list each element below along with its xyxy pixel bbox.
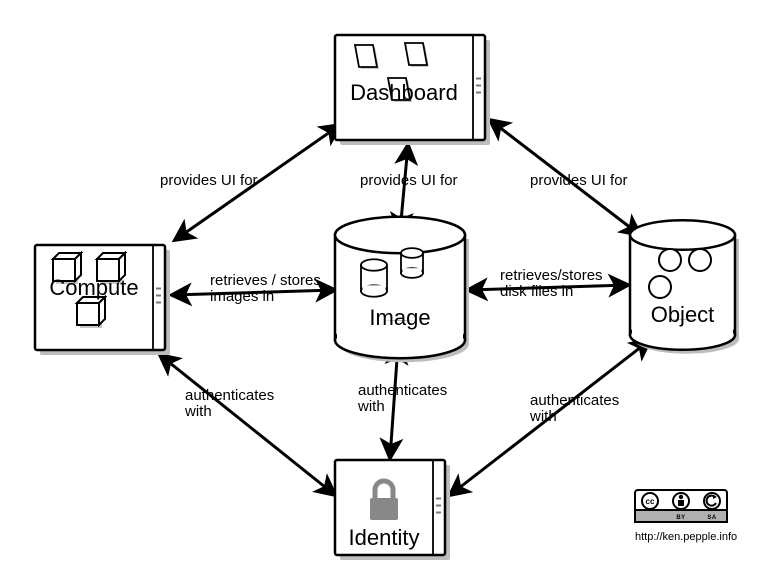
svg-text:SA: SA bbox=[707, 515, 717, 521]
node-compute: Compute bbox=[35, 245, 170, 355]
edge-label-object-ident: authenticateswith bbox=[529, 392, 619, 425]
svg-text:cc: cc bbox=[646, 497, 655, 506]
node-object: Object bbox=[630, 220, 739, 353]
cc-license-badge: cc BY SA bbox=[635, 490, 727, 522]
edge-compute-ident bbox=[160, 355, 335, 495]
node-identity: Identity bbox=[335, 460, 450, 560]
node-label-identity: Identity bbox=[349, 525, 420, 550]
node-image: Image bbox=[335, 217, 469, 362]
node-label-image: Image bbox=[369, 305, 430, 330]
edge-label-compute-ident: authenticateswith bbox=[184, 387, 274, 420]
node-label-compute: Compute bbox=[49, 275, 138, 300]
node-label-object: Object bbox=[651, 302, 715, 327]
edge-label-compute-image: retrieves / storesimages in bbox=[210, 272, 321, 305]
node-label-dashboard: Dashboard bbox=[350, 80, 458, 105]
edge-label-image-ident: authenticateswith bbox=[357, 382, 447, 415]
node-dashboard: Dashboard bbox=[335, 35, 490, 145]
edge-label-object-image: retrieves/storesdisk files in bbox=[500, 267, 603, 300]
edge-label-dash-image: provides UI for bbox=[360, 172, 458, 189]
nodes-group: Dashboard Compute Image Object Identity bbox=[35, 35, 739, 560]
attribution-text: http://ken.pepple.info bbox=[635, 531, 737, 543]
svg-text:BY: BY bbox=[676, 515, 685, 521]
edge-label-dash-compute: provides UI for bbox=[160, 172, 258, 189]
edge-label-dash-object: provides UI for bbox=[530, 172, 628, 189]
